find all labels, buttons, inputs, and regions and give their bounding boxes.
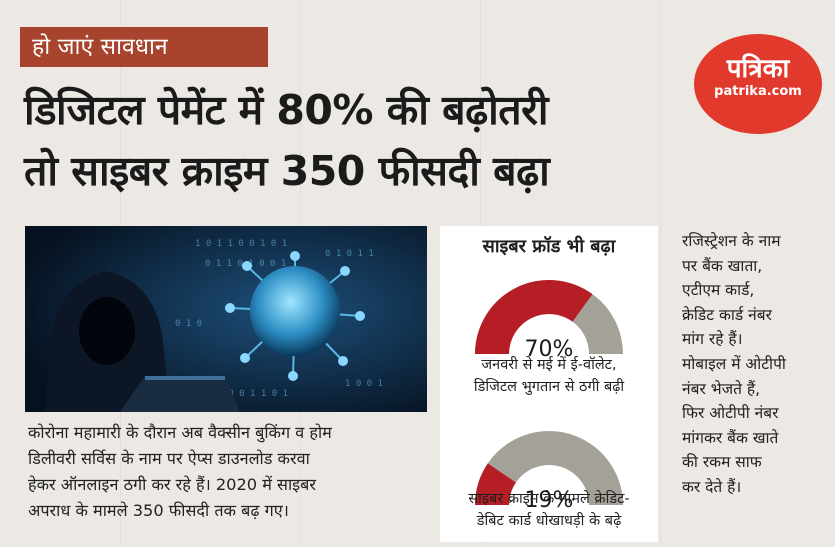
svg-text:1 0 1 1 0 0 1 0 1: 1 0 1 1 0 0 1 0 1 [195, 239, 287, 249]
cyber-fraud-panel: साइबर फ्रॉड भी बढ़ा 70% जनवरी से मई में … [440, 226, 658, 542]
gauge-caption-line: साइबर क्राइम के मामले क्रेडिट- [468, 491, 630, 507]
gauge-value: 70% [524, 337, 574, 362]
svg-text:0 1 0 1 1: 0 1 0 1 1 [325, 249, 374, 259]
gauge-fill [475, 280, 593, 354]
gauge-caption: जनवरी से मई में ई-वॉलेट, डिजिटल भुगतान स… [440, 354, 658, 398]
headline-line-1: डिजिटल पेमेंट में 80% की बढ़ोतरी [24, 86, 549, 134]
hooded-figure [45, 271, 240, 412]
gauge-caption: साइबर क्राइम के मामले क्रेडिट- डेबिट कार… [440, 488, 658, 532]
gauge-caption-line: डेबिट कार्ड धोखाधड़ी के बढ़े [476, 513, 622, 529]
sidebar-line: मांगकर बैंक खाते [682, 428, 779, 447]
headline-line-2: तो साइबर क्राइम 350 फीसदी बढ़ा [24, 147, 550, 195]
sidebar-line: मांग रहे हैं। [682, 330, 743, 349]
gauge-fill [475, 463, 516, 505]
sidebar-line: नंबर भेजते हैं, [682, 379, 761, 398]
svg-text:1 1 0 1 0 0 1 1 0 1: 1 1 0 1 0 0 1 1 0 1 [185, 389, 288, 399]
sidebar-line: पर बैंक खाता, [682, 256, 763, 275]
headline: डिजिटल पेमेंट में 80% की बढ़ोतरी तो साइब… [24, 80, 664, 202]
sidebar-line: एटीएम कार्ड, [682, 281, 755, 300]
patrika-logo: पत्रिका patrika.com [694, 34, 822, 134]
logo-name: पत्रिका [726, 54, 790, 84]
caption-line: अपराध के मामले 350 फीसदी तक बढ़ गए। [28, 501, 289, 520]
sidebar-line: मोबाइल में ओटीपी [682, 354, 786, 373]
gauge-caption-line: डिजिटल भुगतान से ठगी बढ़ी [473, 379, 625, 395]
sidebar-line: कर देते हैं। [682, 477, 742, 496]
caption-line: हेकर ऑनलाइन ठगी कर रहे हैं। 2020 में साइ… [28, 475, 316, 494]
gauge-card-fraud: 19% [473, 421, 625, 513]
logo-url: patrika.com [714, 84, 802, 99]
sidebar-line: फिर ओटीपी नंबर [682, 404, 779, 423]
sidebar-text: रजिस्ट्रेशन के नाम पर बैंक खाता, एटीएम क… [682, 229, 832, 500]
article-caption: कोरोना महामारी के दौरान अब वैक्सीन बुकिं… [28, 420, 426, 524]
kicker-label: हो जाएं सावधान [20, 27, 268, 67]
panel-title: साइबर फ्रॉड भी बढ़ा [482, 236, 616, 257]
hacker-virus-illustration: 1 0 1 1 0 0 1 0 1 0 1 1 0 1 0 0 1 1 1 0 … [25, 226, 427, 412]
gauge-e-wallet-fraud: 70% [473, 270, 625, 362]
virus-shape [225, 251, 365, 381]
svg-text:0 1 0: 0 1 0 [175, 319, 202, 329]
sidebar-line: क्रेडिट कार्ड नंबर [682, 305, 772, 324]
gauge-value: 19% [524, 488, 574, 513]
svg-text:1 0 0 1: 1 0 0 1 [345, 379, 383, 389]
sidebar-line: की रकम साफ [682, 453, 762, 472]
caption-line: कोरोना महामारी के दौरान अब वैक्सीन बुकिं… [28, 423, 332, 442]
gauge-caption-line: जनवरी से मई में ई-वॉलेट, [481, 357, 617, 373]
caption-line: डिलीवरी सर्विस के नाम पर ऐप्स डाउनलोड कर… [28, 449, 310, 468]
sidebar-line: रजिस्ट्रेशन के नाम [682, 232, 781, 250]
